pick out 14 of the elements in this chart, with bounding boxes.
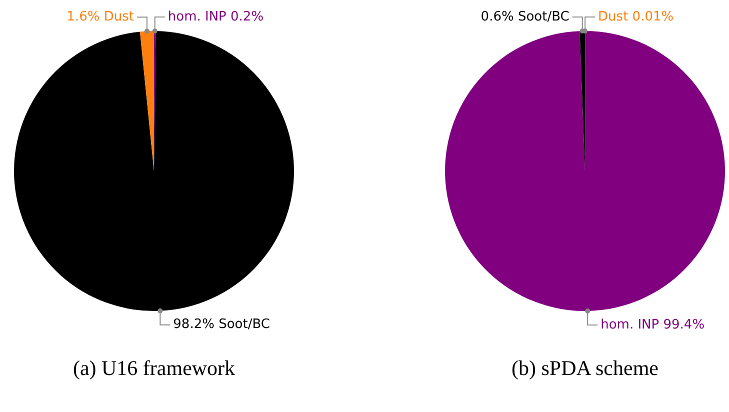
data-label: 0.2% — [230, 9, 264, 24]
text: (b) sPDA scheme — [510, 356, 660, 381]
data-label: 98.2% — [173, 317, 214, 332]
data-label: 1.6% — [66, 10, 100, 25]
slice-label: Soot/BC — [218, 317, 270, 332]
slice-label: hom. INP — [168, 9, 227, 24]
slice-label: hom. INP — [600, 317, 660, 332]
slice-label: Dust — [104, 10, 134, 25]
data-label: 0.01% — [632, 9, 674, 24]
data-label: 99.4% — [663, 317, 705, 332]
slice-label: Soot/BC — [518, 9, 570, 24]
data-label: 0.6% — [480, 9, 514, 24]
slice-label: Dust — [598, 9, 628, 24]
text: (a) U16 framework — [72, 356, 236, 381]
